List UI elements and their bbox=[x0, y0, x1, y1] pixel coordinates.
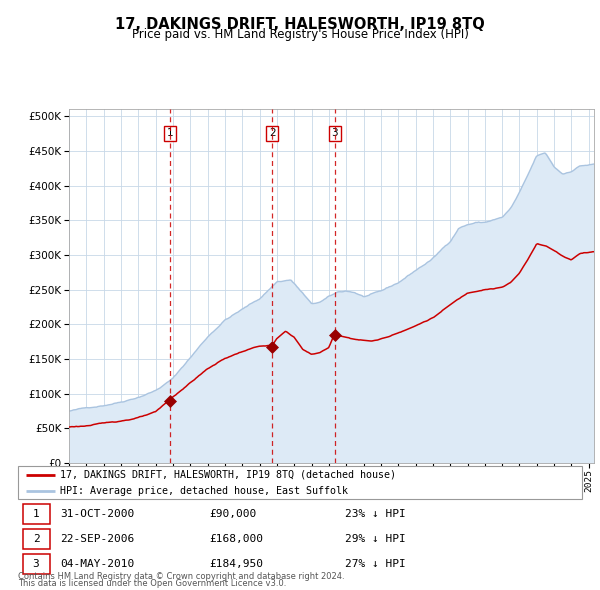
Text: £90,000: £90,000 bbox=[210, 509, 257, 519]
Text: HPI: Average price, detached house, East Suffolk: HPI: Average price, detached house, East… bbox=[60, 486, 348, 496]
Text: This data is licensed under the Open Government Licence v3.0.: This data is licensed under the Open Gov… bbox=[18, 579, 286, 588]
Text: Contains HM Land Registry data © Crown copyright and database right 2024.: Contains HM Land Registry data © Crown c… bbox=[18, 572, 344, 581]
Text: £184,950: £184,950 bbox=[210, 559, 264, 569]
FancyBboxPatch shape bbox=[18, 466, 582, 499]
FancyBboxPatch shape bbox=[23, 504, 50, 525]
Text: 23% ↓ HPI: 23% ↓ HPI bbox=[345, 509, 406, 519]
Text: 04-MAY-2010: 04-MAY-2010 bbox=[60, 559, 134, 569]
Text: 2: 2 bbox=[269, 129, 275, 139]
Text: 1: 1 bbox=[32, 509, 40, 519]
Text: 27% ↓ HPI: 27% ↓ HPI bbox=[345, 559, 406, 569]
Text: 29% ↓ HPI: 29% ↓ HPI bbox=[345, 535, 406, 544]
Text: 1: 1 bbox=[167, 129, 173, 139]
Text: Price paid vs. HM Land Registry's House Price Index (HPI): Price paid vs. HM Land Registry's House … bbox=[131, 28, 469, 41]
Text: 31-OCT-2000: 31-OCT-2000 bbox=[60, 509, 134, 519]
Text: 3: 3 bbox=[32, 559, 40, 569]
Text: 3: 3 bbox=[331, 129, 338, 139]
Text: 2: 2 bbox=[32, 535, 40, 544]
Text: 17, DAKINGS DRIFT, HALESWORTH, IP19 8TQ: 17, DAKINGS DRIFT, HALESWORTH, IP19 8TQ bbox=[115, 17, 485, 31]
FancyBboxPatch shape bbox=[23, 529, 50, 549]
Text: 17, DAKINGS DRIFT, HALESWORTH, IP19 8TQ (detached house): 17, DAKINGS DRIFT, HALESWORTH, IP19 8TQ … bbox=[60, 470, 397, 480]
Text: £168,000: £168,000 bbox=[210, 535, 264, 544]
Text: 22-SEP-2006: 22-SEP-2006 bbox=[60, 535, 134, 544]
FancyBboxPatch shape bbox=[23, 554, 50, 574]
